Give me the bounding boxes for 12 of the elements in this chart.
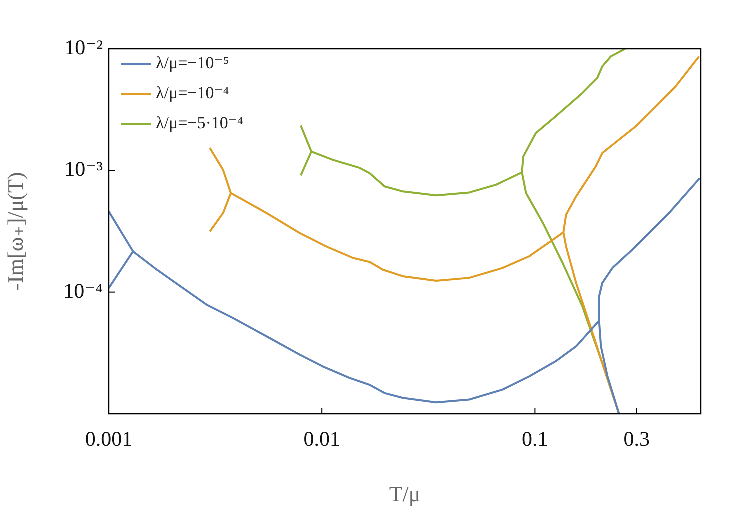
legend-label: λ/μ=−10⁻⁴ xyxy=(156,83,230,102)
x-tick-label: 0.001 xyxy=(85,427,133,452)
y-tick-label: 10⁻⁴ xyxy=(64,278,103,303)
x-tick-label: 0.1 xyxy=(522,427,548,452)
y-tick-label: 10⁻² xyxy=(64,36,103,60)
x-axis-title: T/μ xyxy=(389,482,421,507)
y-tick-label: 10⁻³ xyxy=(64,157,103,182)
legend-label: λ/μ=−10⁻⁵ xyxy=(156,53,230,72)
x-tick-label: 0.3 xyxy=(624,427,650,452)
legend-label: λ/μ=−5·10⁻⁴ xyxy=(156,113,244,132)
x-tick-label: 0.01 xyxy=(304,427,340,452)
y-axis-title: -Im[ω₊]/μ(T) xyxy=(2,172,28,291)
